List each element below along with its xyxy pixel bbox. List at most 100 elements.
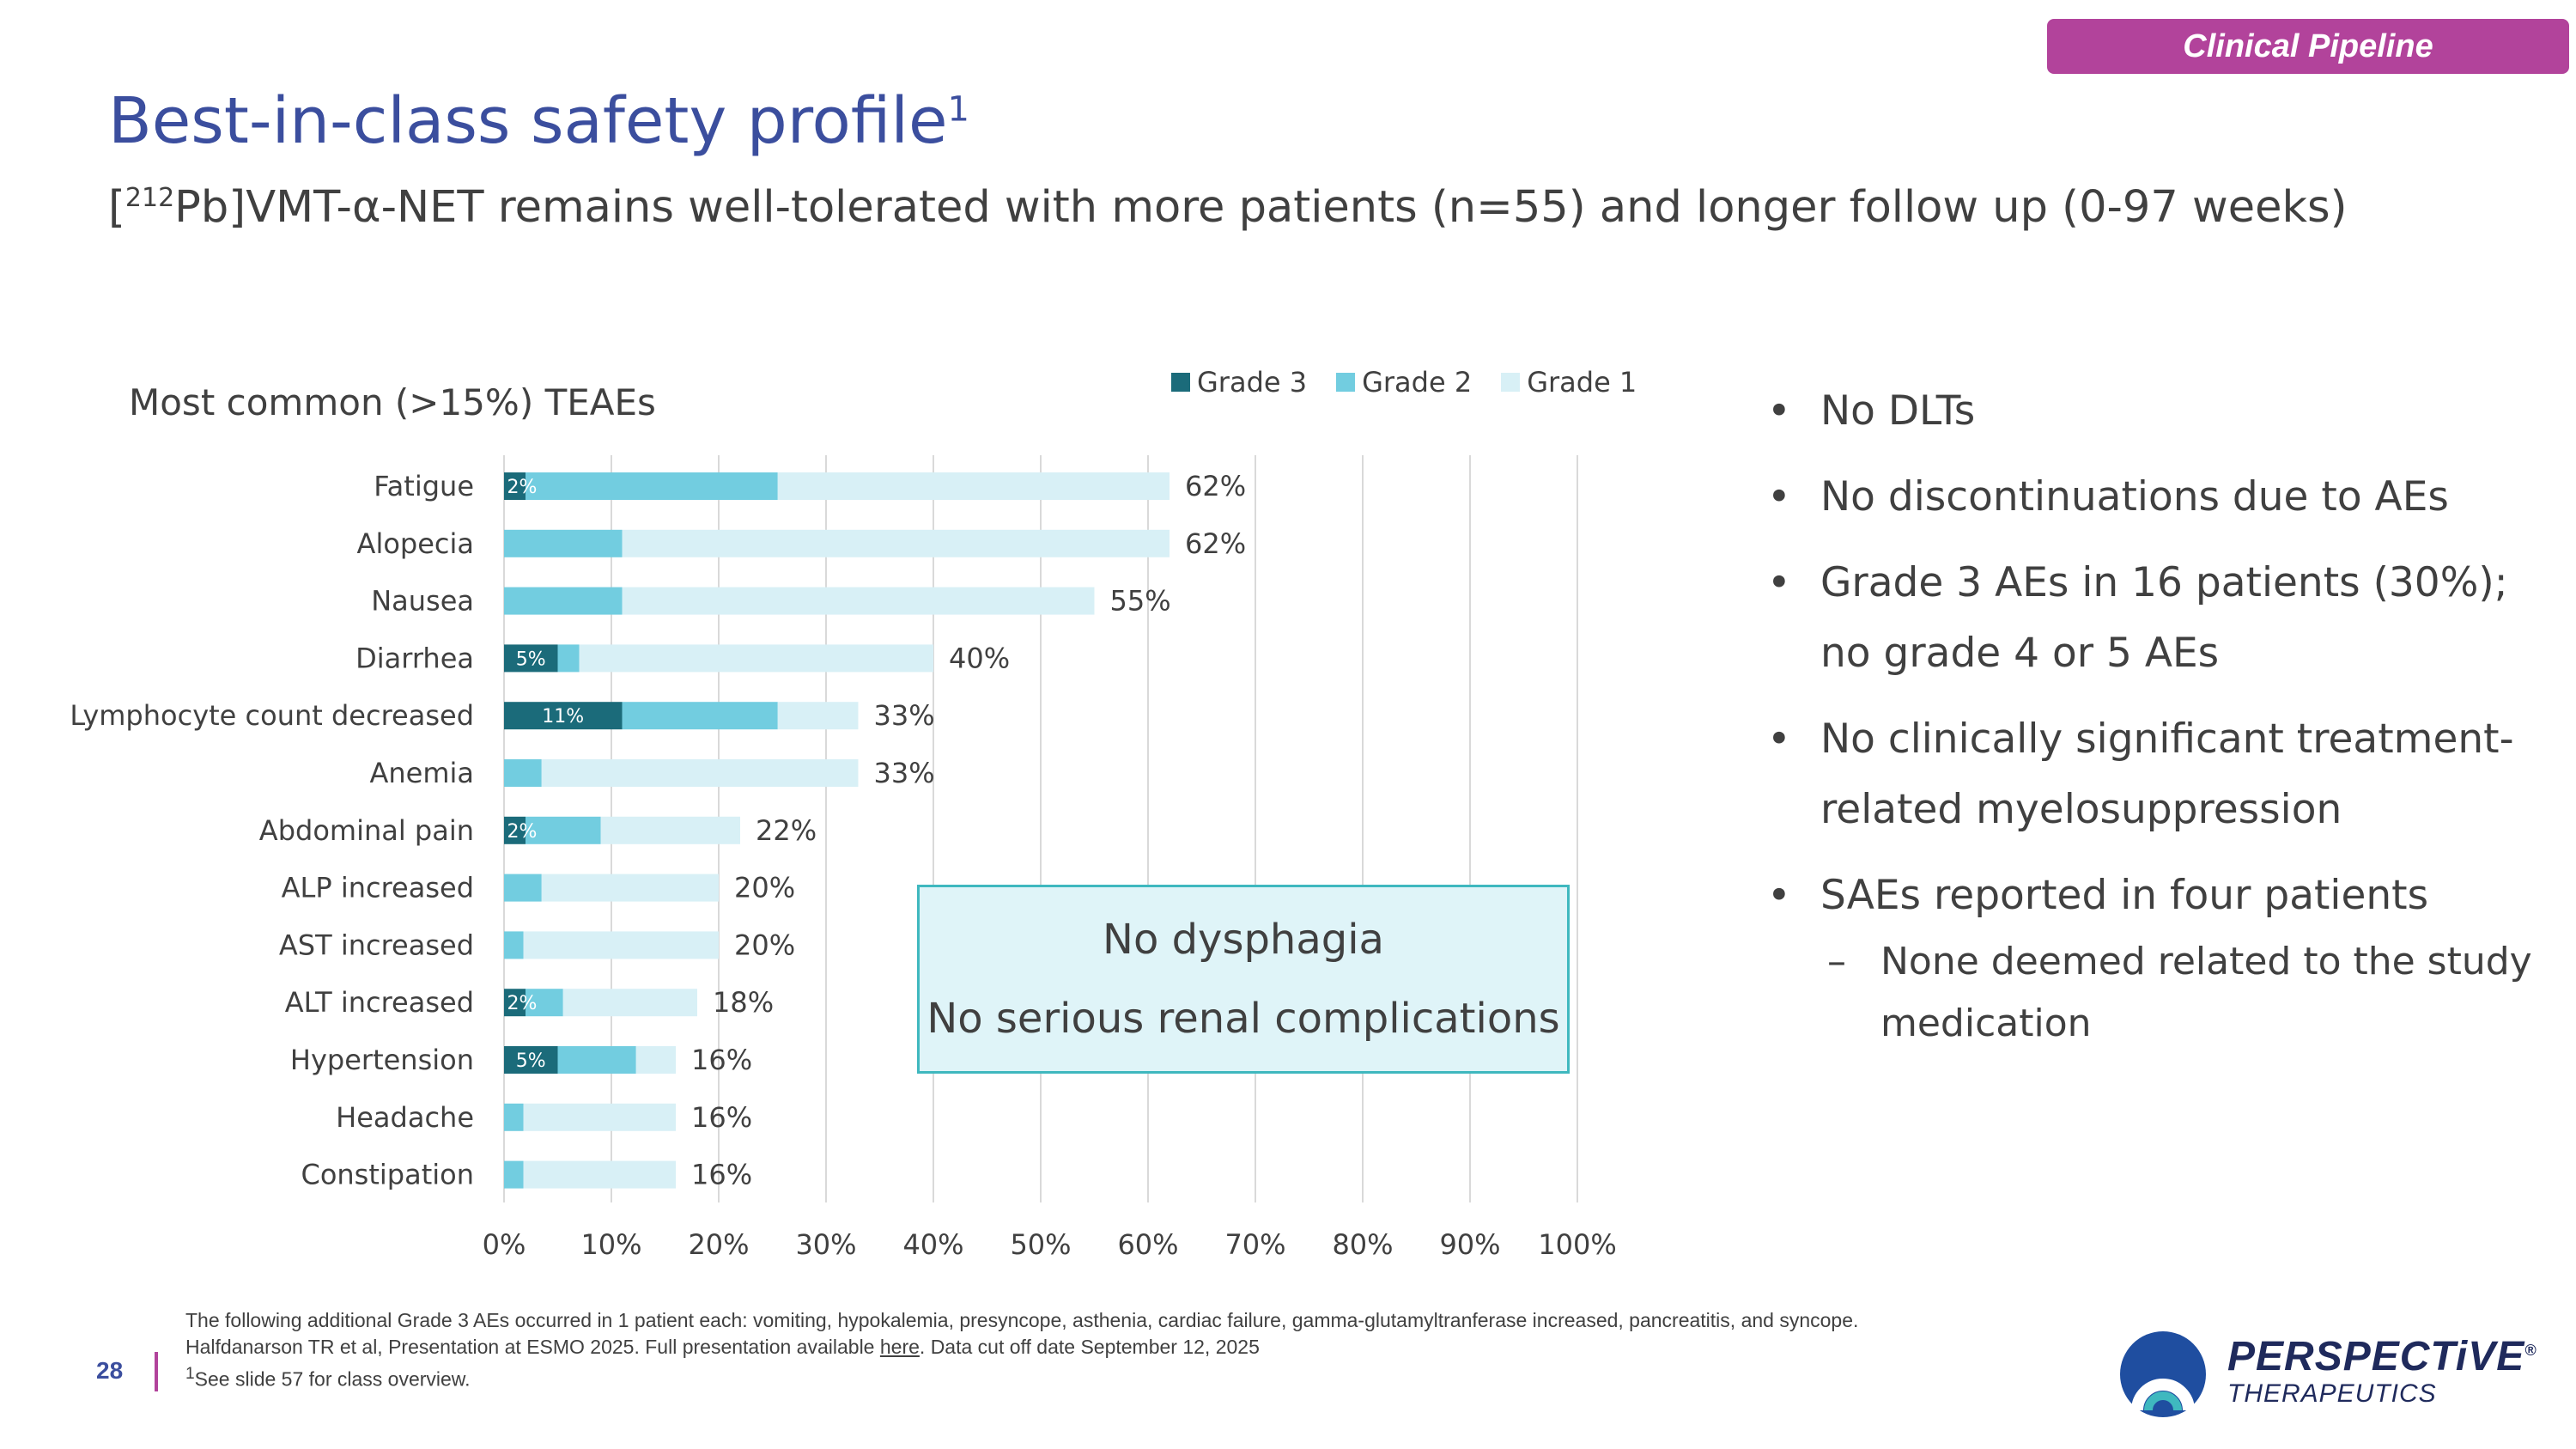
bar-grade2 bbox=[504, 587, 623, 615]
chart-heading: Most common (>15%) TEAEs bbox=[129, 381, 656, 423]
legend-swatch-grade2 bbox=[1336, 373, 1356, 392]
x-tick-label: 100% bbox=[1538, 1228, 1616, 1261]
bar-grade1 bbox=[777, 702, 859, 730]
category-label: Headache bbox=[336, 1101, 474, 1134]
legend-label-grade2: Grade 2 bbox=[1362, 366, 1473, 399]
section-tag: Clinical Pipeline bbox=[2047, 19, 2569, 74]
total-data-label: 16% bbox=[691, 1044, 752, 1076]
total-data-label: 33% bbox=[874, 699, 935, 732]
presentation-link[interactable]: here bbox=[879, 1336, 920, 1358]
bar-grade1 bbox=[777, 472, 1170, 500]
footnote-marker: 1 bbox=[185, 1365, 195, 1383]
bar-grade2 bbox=[504, 759, 542, 787]
bar-grade2 bbox=[526, 472, 778, 500]
title-text: Best-in-class safety profile bbox=[108, 84, 948, 158]
total-data-label: 55% bbox=[1110, 585, 1171, 618]
footnote-class-overview: 1See slide 57 for class overview. bbox=[185, 1361, 1858, 1393]
total-data-label: 16% bbox=[691, 1101, 752, 1134]
grade3-data-label: 11% bbox=[542, 706, 584, 728]
teae-bar-chart: 0% 10% 20% 30% 40% 50% 60% 70% 80% 90% 100% Fatigue… bbox=[70, 455, 1617, 1261]
grade3-data-label: 2% bbox=[507, 821, 538, 843]
category-label: Nausea bbox=[371, 585, 474, 618]
bar-grade2 bbox=[504, 529, 623, 557]
x-tick-label: 30% bbox=[795, 1228, 856, 1261]
total-data-label: 62% bbox=[1185, 527, 1246, 560]
subtitle-bracket: [ bbox=[108, 182, 125, 233]
bar-grade1 bbox=[523, 1160, 676, 1189]
footnote-additional-aes: The following additional Grade 3 AEs occ… bbox=[185, 1309, 1859, 1331]
bar-grade3 bbox=[504, 1046, 558, 1074]
grade3-data-label: 5% bbox=[516, 1050, 546, 1072]
bar-grade3 bbox=[504, 702, 623, 730]
bar-grade1 bbox=[635, 1046, 676, 1074]
bar-grade2 bbox=[504, 1103, 524, 1131]
subtitle-isotope: 212 bbox=[125, 183, 175, 213]
bar-grade2 bbox=[504, 931, 524, 959]
company-logo: PERSPECTiVE® THERAPEUTICS bbox=[2116, 1324, 2545, 1419]
bullet-no-myelosuppression: No clinically significant treatment-rela… bbox=[1767, 704, 2540, 845]
title-footnote-ref: 1 bbox=[947, 89, 969, 130]
bullet-no-discontinuations: No discontinuations due to AEs bbox=[1767, 462, 2540, 533]
bar-grade1 bbox=[622, 587, 1095, 615]
bullet-no-dlts: No DLTs bbox=[1767, 376, 2540, 447]
callout-box: No dysphagia No serious renal complicati… bbox=[917, 885, 1570, 1074]
x-tick-label: 50% bbox=[1010, 1228, 1071, 1261]
x-tick-label: 60% bbox=[1117, 1228, 1178, 1261]
subtitle-text: Pb]VMT-α-NET remains well-tolerated with… bbox=[174, 182, 2348, 233]
category-label: Hypertension bbox=[290, 1044, 474, 1076]
footnote-reference: Halfdanarson TR et al, Presentation at E… bbox=[185, 1334, 1858, 1361]
total-data-label: 62% bbox=[1185, 470, 1246, 502]
x-tick-label: 90% bbox=[1439, 1228, 1500, 1261]
bar-grade1 bbox=[622, 529, 1170, 557]
x-tick-label: 80% bbox=[1332, 1228, 1393, 1261]
bar-grade1 bbox=[523, 931, 719, 959]
bar-grade3 bbox=[504, 816, 526, 844]
footnotes: The following additional Grade 3 AEs occ… bbox=[185, 1307, 1858, 1393]
chart-legend: Grade 3 Grade 2 Grade 1 bbox=[1171, 366, 1637, 399]
logo-registered: ® bbox=[2524, 1342, 2537, 1359]
bar-grade2 bbox=[504, 1160, 524, 1189]
legend-item-grade2: Grade 2 bbox=[1336, 366, 1472, 399]
total-data-label: 16% bbox=[691, 1159, 752, 1191]
key-findings-list: No DLTs No discontinuations due to AEs G… bbox=[1767, 376, 2540, 1055]
grade3-data-label: 2% bbox=[507, 993, 538, 1014]
logo-subtitle: THERAPEUTICS bbox=[2227, 1379, 2437, 1408]
category-label: ALP increased bbox=[282, 872, 474, 904]
x-tick-label: 10% bbox=[580, 1228, 641, 1261]
bar-grade1 bbox=[579, 644, 933, 673]
category-label: Constipation bbox=[301, 1159, 474, 1191]
legend-label-grade3: Grade 3 bbox=[1197, 366, 1308, 399]
category-label: Diarrhea bbox=[355, 642, 474, 674]
footnote-class-overview-text: See slide 57 for class overview. bbox=[194, 1367, 471, 1391]
total-data-label: 22% bbox=[756, 814, 817, 847]
bar-grade3 bbox=[504, 472, 526, 500]
page-number-divider bbox=[155, 1352, 158, 1391]
callout-line-renal: No serious renal complications bbox=[927, 995, 1560, 1043]
callout-line-dysphagia: No dysphagia bbox=[1103, 916, 1384, 964]
x-tick-label: 0% bbox=[483, 1228, 526, 1261]
x-tick-label: 40% bbox=[902, 1228, 963, 1261]
legend-label-grade1: Grade 1 bbox=[1527, 366, 1637, 399]
x-tick-label: 20% bbox=[688, 1228, 749, 1261]
total-data-label: 18% bbox=[713, 986, 774, 1019]
page-number: 28 bbox=[96, 1357, 124, 1384]
category-label: Lymphocyte count decreased bbox=[70, 699, 474, 732]
legend-swatch-grade3 bbox=[1171, 373, 1190, 392]
logo-name-text: PERSPECTiVE bbox=[2227, 1334, 2525, 1379]
grade3-data-label: 2% bbox=[507, 477, 538, 498]
category-label: Alopecia bbox=[357, 527, 474, 560]
bar-grade2 bbox=[526, 989, 563, 1017]
bar-grade2 bbox=[622, 702, 778, 730]
legend-item-grade1: Grade 1 bbox=[1501, 366, 1637, 399]
category-label: Anemia bbox=[369, 757, 474, 789]
footnote-datacut: . Data cut off date September 12, 2025 bbox=[919, 1336, 1260, 1358]
total-data-label: 20% bbox=[734, 928, 795, 961]
bar-grade3 bbox=[504, 644, 558, 673]
grade3-data-label: 5% bbox=[516, 648, 546, 670]
footnote-reference-text: Halfdanarson TR et al, Presentation at E… bbox=[185, 1336, 880, 1358]
category-label: Abdominal pain bbox=[259, 814, 474, 847]
total-data-label: 40% bbox=[949, 642, 1010, 674]
total-data-label: 20% bbox=[734, 872, 795, 904]
page-subtitle: [212Pb]VMT-α-NET remains well-tolerated … bbox=[108, 182, 2348, 233]
bar-grade1 bbox=[541, 759, 859, 787]
